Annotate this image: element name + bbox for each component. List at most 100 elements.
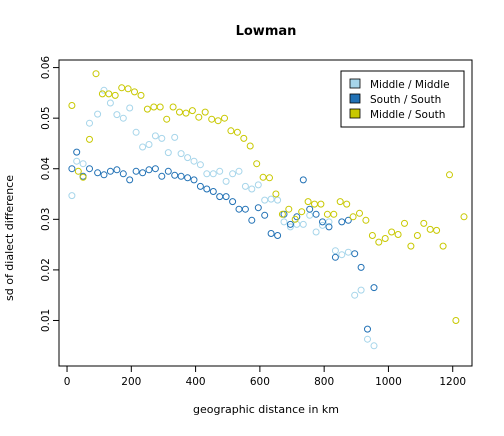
data-point: [433, 226, 441, 234]
data-point: [119, 170, 127, 178]
data-point: [111, 91, 119, 99]
data-point: [92, 70, 100, 78]
data-point: [86, 165, 93, 173]
data-point: [317, 200, 325, 208]
data-point: [222, 193, 230, 201]
data-point: [253, 160, 261, 168]
data-point: [344, 248, 352, 256]
data-point: [126, 104, 134, 112]
data-point: [388, 228, 396, 236]
y-tick-label: 0.05: [40, 106, 52, 129]
data-point: [439, 242, 447, 250]
data-point: [330, 210, 338, 218]
x-tick-label: 200: [121, 376, 141, 388]
legend-label: South / South: [370, 94, 441, 106]
data-point: [86, 135, 93, 143]
data-point: [325, 223, 333, 231]
data-point: [362, 216, 370, 224]
data-point: [182, 109, 190, 117]
x-axis: 0 200 400 600 800 1000 1200: [64, 366, 466, 388]
data-point: [229, 198, 237, 206]
data-point: [203, 185, 211, 193]
data-point: [132, 128, 140, 136]
data-point: [394, 231, 402, 238]
y-axis: 0.01 0.02 0.03 0.04 0.05 0.06: [40, 56, 59, 332]
data-point: [274, 196, 282, 204]
data-point: [119, 114, 127, 122]
data-point: [306, 205, 314, 213]
data-point: [299, 220, 307, 228]
data-point: [426, 225, 434, 233]
legend-items: Middle / Middle South / South Middle / Sou…: [349, 78, 450, 121]
data-point: [209, 188, 217, 195]
x-tick-label: 600: [250, 376, 270, 388]
data-point: [452, 317, 460, 324]
x-tick-label: 0: [64, 376, 71, 388]
data-point: [356, 209, 363, 217]
data-point: [229, 170, 237, 178]
data-point: [171, 171, 179, 179]
chart-title: Lowman: [236, 24, 297, 39]
y-axis-label: sd of dialect difference: [3, 175, 16, 301]
y-tick-label: 0.04: [40, 157, 52, 181]
data-point: [208, 115, 216, 123]
data-point: [124, 85, 132, 93]
data-point: [460, 213, 468, 221]
data-point: [73, 157, 81, 165]
data-point: [176, 108, 183, 116]
data-point: [420, 219, 428, 227]
data-point: [241, 205, 249, 213]
data-point: [357, 286, 365, 294]
data-point: [370, 284, 378, 292]
data-point: [184, 154, 192, 162]
data-point: [370, 342, 378, 350]
data-point: [209, 170, 217, 178]
data-point: [254, 204, 262, 212]
legend-swatch: [349, 108, 361, 119]
data-point: [267, 195, 275, 203]
data-point: [368, 232, 376, 239]
data-point: [79, 160, 87, 168]
data-point: [106, 167, 114, 175]
data-point: [105, 90, 113, 98]
data-point: [158, 172, 166, 180]
data-point: [177, 150, 185, 158]
x-tick-label: 1000: [375, 376, 402, 388]
data-point: [240, 134, 248, 142]
data-point: [131, 88, 138, 96]
x-tick-label: 1200: [439, 376, 466, 388]
legend-box: [340, 70, 465, 128]
data-point: [364, 325, 371, 333]
data-point: [145, 166, 153, 174]
data-point: [68, 192, 76, 200]
y-tick-label: 0.01: [40, 309, 52, 332]
data-point: [331, 253, 339, 261]
legend: Middle / Middle South / South Middle / Sou…: [340, 70, 465, 128]
data-point: [163, 115, 171, 123]
data-point: [261, 196, 269, 204]
x-tick-label: 400: [186, 376, 206, 388]
data-point: [113, 166, 121, 174]
data-point: [177, 172, 185, 180]
data-point: [312, 210, 320, 218]
data-point: [222, 177, 230, 185]
data-point: [338, 218, 346, 226]
data-point: [261, 211, 269, 219]
data-point: [304, 198, 312, 206]
data-point: [195, 113, 203, 121]
data-point: [196, 182, 204, 190]
data-point: [169, 103, 177, 111]
data-point: [248, 185, 256, 193]
data-point: [331, 247, 339, 255]
data-point: [298, 208, 306, 216]
data-point: [113, 111, 121, 119]
data-point: [145, 141, 153, 148]
data-point: [233, 128, 241, 136]
data-point: [336, 198, 344, 206]
data-point: [188, 107, 196, 115]
data-point: [196, 161, 204, 169]
data-point: [164, 149, 172, 157]
data-point: [94, 169, 102, 177]
data-point: [319, 221, 326, 229]
data-point: [351, 291, 359, 299]
